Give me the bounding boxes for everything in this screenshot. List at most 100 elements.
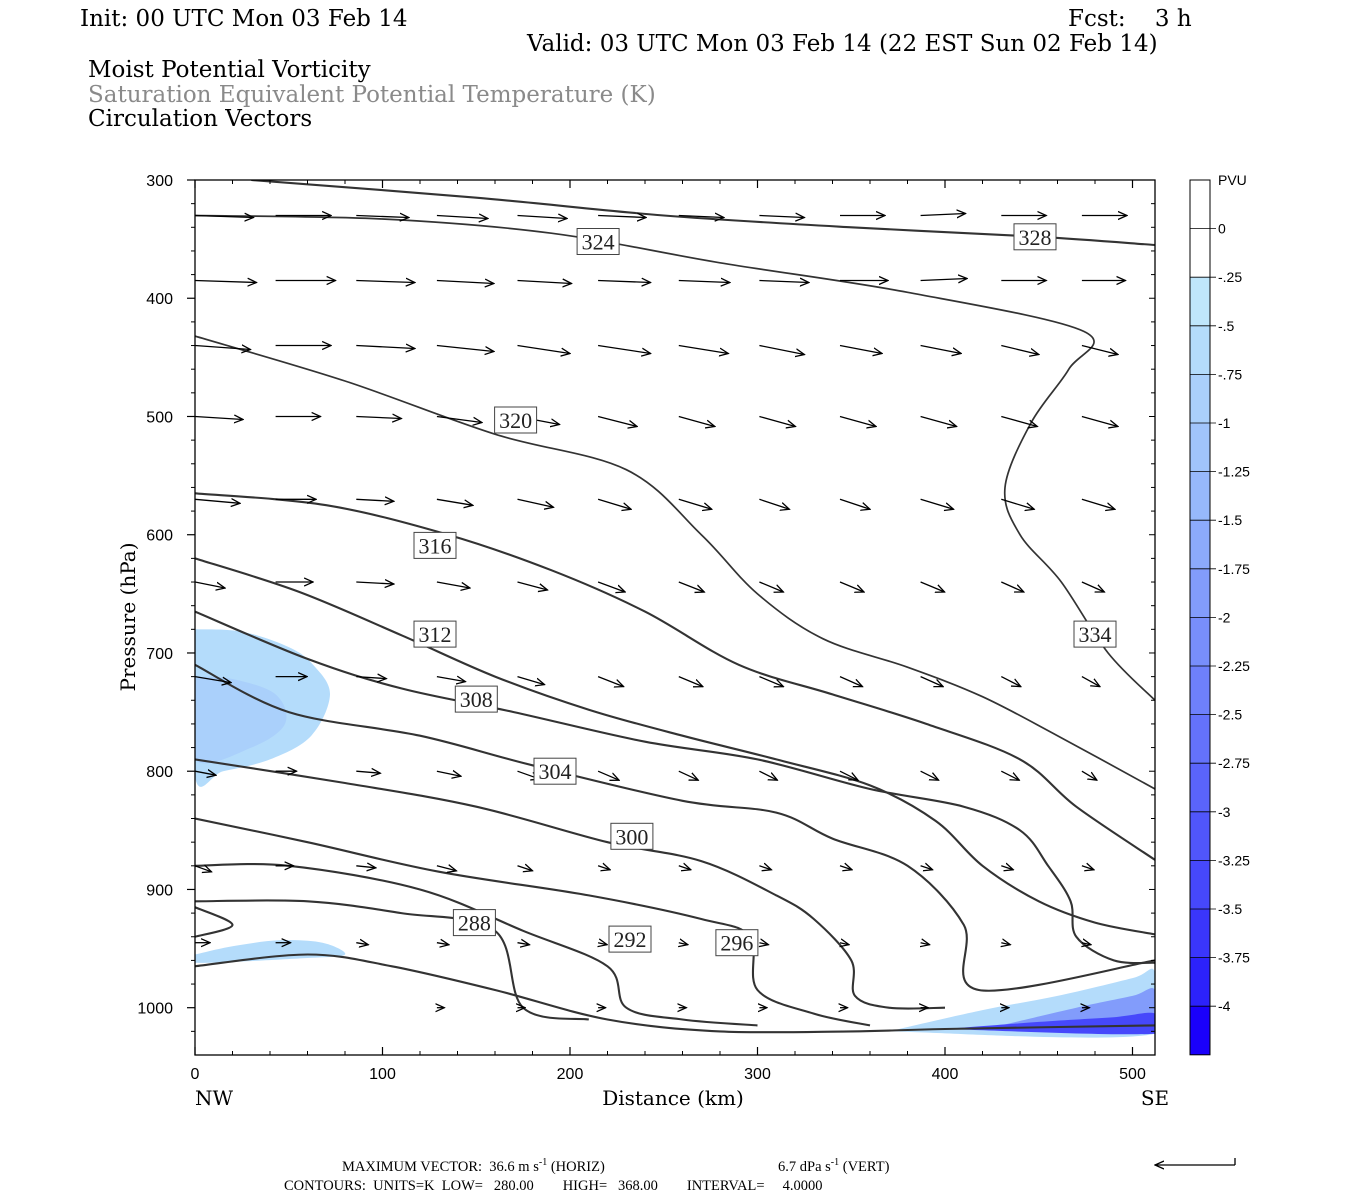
vector-3-0 (195, 417, 243, 420)
vector-2-11 (1081, 344, 1118, 355)
colorbar-swatch-14 (1190, 860, 1210, 909)
vector-5-2 (356, 582, 394, 584)
vector-3-9 (920, 415, 957, 427)
contour-label-320: 320 (499, 408, 532, 433)
init-time: Init: 00 UTC Mon 03 Feb 14 (80, 6, 407, 32)
vector-2-0 (195, 346, 251, 350)
vector-7-8 (839, 770, 858, 780)
vector-8-9 (920, 866, 933, 870)
vector-2-7 (759, 344, 804, 355)
max-vector-vert-value: 6.7 dPa s (778, 1159, 831, 1175)
contour-label-box-316 (413, 531, 457, 559)
x-tick-label-300: 300 (744, 1066, 771, 1083)
contour-280 (195, 953, 1155, 1034)
vector-1-7 (759, 281, 809, 283)
y-tick-label-800: 800 (146, 764, 173, 781)
vector-5-6 (678, 581, 705, 592)
vector-8-3 (436, 866, 457, 871)
colorbar-swatch-7 (1190, 520, 1210, 569)
vector-0-6 (678, 216, 724, 218)
vector-6-9 (920, 676, 944, 687)
vector-8-8 (839, 866, 852, 870)
x-axis-label: Distance (km) (602, 1086, 744, 1110)
colorbar-label-12: -3 (1218, 804, 1231, 820)
colorbar-swatch-17 (1190, 1006, 1210, 1055)
vector-9-4 (517, 943, 530, 945)
contour-label-324: 324 (582, 230, 615, 255)
contour-label-box-300 (610, 822, 654, 850)
colorbar-label-13: -3.25 (1218, 852, 1250, 868)
forecast-hour: Fcst: 3 h (1068, 6, 1192, 32)
vector-8-7 (759, 866, 771, 870)
axes-layer: 300 400 500 600 700 800 900 1000 0 100 200 300 400 50… (137, 173, 1155, 1083)
pv-colorbar: 0 -.25 -.5 -.75 -1 -1.25 -1.5 -1.75 -2 -2.25 -2.5 -… (1189, 179, 1250, 1056)
vector-5-9 (920, 581, 945, 592)
vector-9-7 (759, 943, 768, 945)
vector-5-0 (195, 581, 225, 588)
colorbar-label-3: -.75 (1218, 366, 1242, 382)
colorbar-swatch-5 (1190, 423, 1210, 472)
contour-label-292: 292 (614, 927, 647, 952)
vector-5-7 (759, 581, 783, 592)
vector-4-9 (920, 498, 954, 509)
y-tick-label-1000: 1000 (137, 1001, 173, 1018)
colorbar-label-2: -.5 (1218, 318, 1235, 334)
max-vector-vert-text: 6.7 dPa s-1 (VERT) (778, 1157, 890, 1175)
vector-3-8 (839, 415, 876, 427)
contour-label-layer: 328 324 334 320 316 312 308 304 300 296 292 288 (413, 223, 1117, 957)
x-tick-label-200: 200 (557, 1066, 584, 1083)
vector-4-0 (195, 499, 240, 503)
reference-vector-arrow (1155, 1158, 1236, 1165)
colorbar-label-7: -1.75 (1218, 561, 1250, 577)
contour-308 (195, 610, 1155, 965)
contour-300 (195, 758, 946, 1010)
vector-1-5 (598, 281, 651, 283)
contour-312 (195, 557, 1155, 936)
vector-9-9 (921, 943, 930, 945)
vector-7-10 (1001, 770, 1019, 780)
vector-2-3 (436, 344, 494, 352)
vector-4-8 (839, 498, 870, 509)
contour-label-box-288 (452, 909, 496, 937)
vector-0-9 (920, 214, 966, 216)
colorbar-swatch-11 (1190, 714, 1210, 764)
y-tick-label-700: 700 (146, 646, 173, 663)
vector-2-5 (598, 344, 651, 354)
colorbar-label-1: -.25 (1218, 269, 1242, 285)
colorbar-swatch-0 (1190, 180, 1210, 229)
contour-label-328: 328 (1019, 225, 1052, 250)
vector-2-10 (1001, 344, 1039, 355)
vector-2-8 (839, 344, 882, 354)
vector-3-3 (436, 415, 482, 423)
contour-info-text: CONTOURS: UNITS=K LOW= 280.00 HIGH= 368.… (284, 1178, 823, 1194)
vector-7-5 (597, 770, 619, 780)
vector-8-5 (597, 866, 610, 870)
vector-6-11 (1081, 676, 1100, 687)
x-endpoint-right: SE (1141, 1086, 1169, 1110)
max-vector-horiz-exp: -1 (539, 1157, 547, 1168)
colorbar-swatch-15 (1190, 909, 1210, 958)
contour-label-296: 296 (720, 931, 753, 956)
vector-8-11 (1081, 866, 1094, 870)
vector-4-5 (597, 498, 631, 509)
contour-316 (195, 492, 1155, 861)
contour-284 (195, 906, 234, 938)
colorbar-label-15: -3.75 (1218, 950, 1250, 966)
x-tick-label-500: 500 (1119, 1066, 1146, 1083)
colorbar-swatch-1 (1190, 228, 1210, 278)
field-title-thetae: Saturation Equivalent Potential Temperat… (88, 82, 656, 108)
contour-324 (195, 214, 1155, 701)
vector-8-2 (356, 866, 376, 868)
mpv-region-2 (195, 940, 346, 963)
x-endpoint-left: NW (195, 1086, 234, 1110)
vector-3-10 (1001, 415, 1037, 427)
x-tick-label-0: 0 (191, 1066, 200, 1083)
vector-4-3 (436, 498, 473, 505)
valid-time: Valid: 03 UTC Mon 03 Feb 14 (22 EST Sun … (526, 31, 1158, 57)
contour-label-box-334 (1073, 620, 1117, 648)
vector-1-4 (517, 281, 572, 284)
vector-1-9 (920, 279, 968, 281)
contour-label-304: 304 (539, 759, 572, 784)
contour-292 (195, 863, 758, 1027)
